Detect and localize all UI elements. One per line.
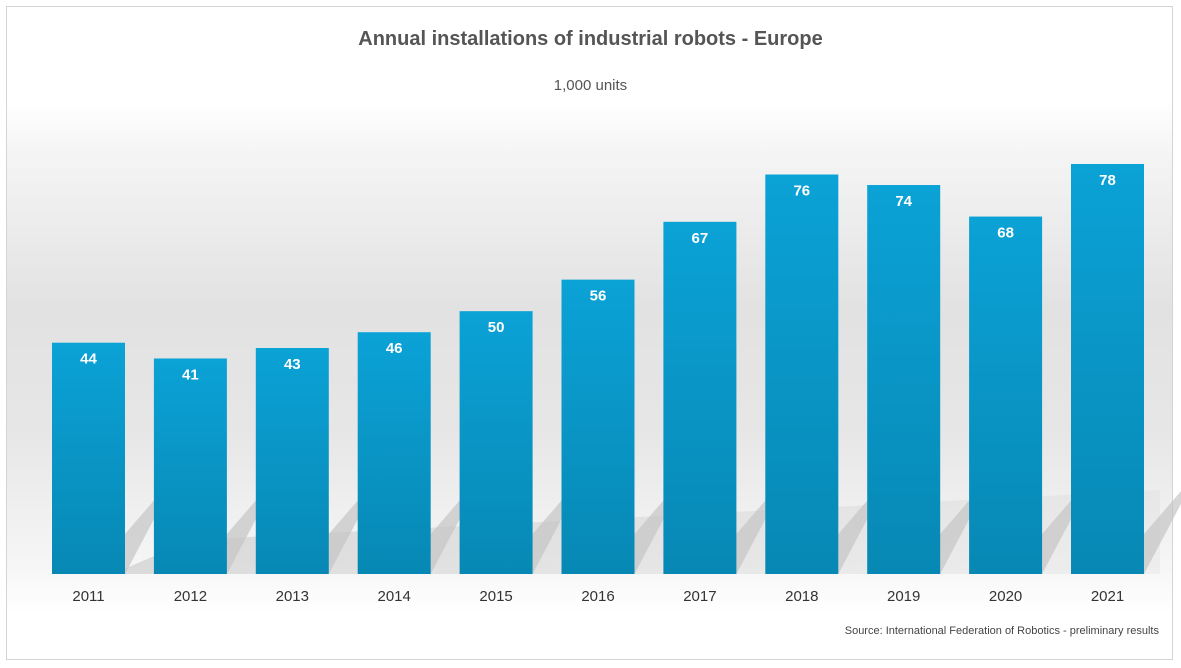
bar-shadow <box>1042 490 1081 574</box>
bar-shadow <box>532 490 571 574</box>
bar-2012 <box>153 358 227 574</box>
data-label-2013: 43 <box>284 356 301 373</box>
chart-title: Annual installations of industrial robot… <box>358 28 823 50</box>
x-tick-label-2021: 2021 <box>1091 588 1124 605</box>
x-tick-label-2014: 2014 <box>378 588 411 605</box>
bar-shadow <box>125 490 163 574</box>
data-label-2017: 67 <box>692 230 709 247</box>
bar-2016 <box>561 279 635 574</box>
data-label-2018: 76 <box>793 183 810 200</box>
data-label-2015: 50 <box>488 319 505 336</box>
bar-2011 <box>52 342 125 574</box>
data-label-2011: 44 <box>80 351 97 368</box>
bars-group <box>52 164 1144 575</box>
bar-2020 <box>969 216 1043 575</box>
x-tick-label-2019: 2019 <box>887 588 920 605</box>
x-tick-label-2020: 2020 <box>989 588 1022 605</box>
x-tick-label-2013: 2013 <box>276 588 309 605</box>
x-tick-label-2011: 2011 <box>72 588 104 605</box>
x-tick-label-2012: 2012 <box>174 588 207 605</box>
data-label-2016: 56 <box>590 288 607 305</box>
bar-shadow <box>1144 491 1181 574</box>
bar-2021 <box>1071 164 1144 574</box>
x-tick-label-2018: 2018 <box>785 588 818 605</box>
bar-shadow <box>634 490 673 574</box>
bar-2019 <box>867 185 941 574</box>
bar-2013 <box>255 347 329 574</box>
x-axis-ticks: 2011 2012 2013 2014 2015 2016 2017 2018 2019 2020… <box>72 588 1124 605</box>
bar-2018 <box>765 174 839 574</box>
bar-shadow <box>226 490 265 574</box>
x-tick-label-2017: 2017 <box>683 588 716 605</box>
data-label-2020: 68 <box>997 225 1014 242</box>
data-label-2012: 41 <box>182 366 199 383</box>
bar-2017 <box>663 221 737 575</box>
source-note: Source: International Federation of Robo… <box>844 625 1159 637</box>
bar-shadow <box>838 490 877 574</box>
x-tick-label-2015: 2015 <box>479 588 512 605</box>
bar-shadow <box>940 490 979 574</box>
data-labels-group: 44 41 43 46 50 56 67 76 74 68 78 <box>80 172 1116 383</box>
bar-2015 <box>459 311 533 574</box>
x-tick-label-2016: 2016 <box>581 588 614 605</box>
data-label-2021: 78 <box>1099 172 1116 189</box>
bar-shadow <box>736 490 775 574</box>
chart-subtitle: 1,000 units <box>553 77 628 94</box>
bar-shadow <box>430 490 469 574</box>
data-label-2019: 74 <box>895 193 912 210</box>
data-label-2014: 46 <box>386 340 403 357</box>
bar-shadow <box>328 490 367 574</box>
bar-2014 <box>357 332 431 574</box>
